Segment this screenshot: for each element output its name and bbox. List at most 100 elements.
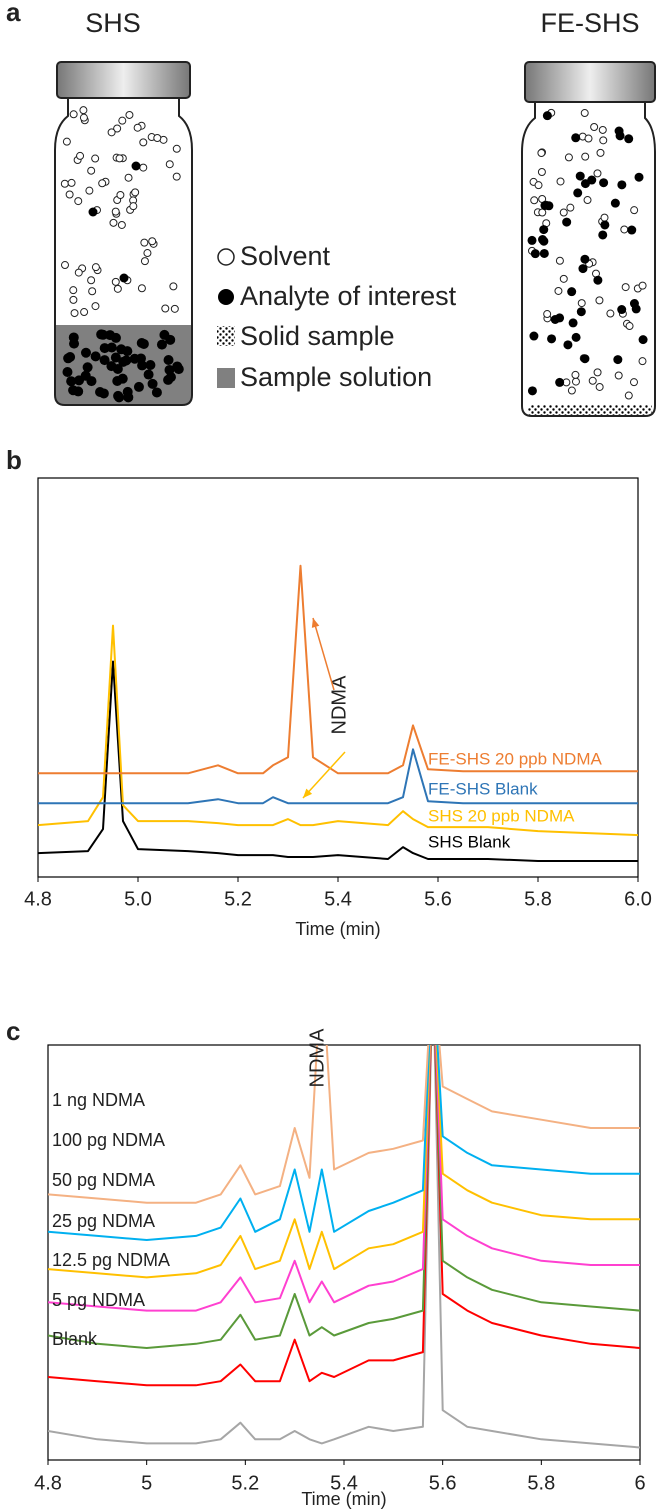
diagram: a SHS FE-SHS Solvent Analyte of interest… [6,0,656,417]
series-label: 12.5 pg NDMA [52,1250,170,1270]
solvent-molecule [596,148,605,157]
vial-title: FE-SHS [540,8,639,38]
analyte-molecule [164,364,175,375]
solvent-molecule [599,136,608,145]
solvent-molecule [538,208,547,217]
x-tick-label: 5 [141,1472,152,1494]
series-label: 100 pg NDMA [52,1130,165,1150]
solvent-molecule [91,302,100,311]
solvent-molecule [534,181,543,190]
solvent-molecule [85,186,94,195]
solvent-molecule [91,263,100,272]
solvent-molecule [116,191,125,200]
x-tick-label: 5.6 [429,1472,457,1494]
solvent-molecule [65,190,74,199]
solvent-molecule [571,370,580,379]
solvent-molecule [69,286,78,295]
x-tick-label: 5.2 [231,1472,259,1494]
solvent-molecule [143,249,152,258]
analyte-molecule [99,355,110,366]
solvent-molecule [559,208,568,217]
legend-label: Solid sample [240,321,395,351]
analyte-molecule [555,377,565,387]
x-tick-label: 5.6 [424,888,452,910]
analyte-molecule [129,353,140,364]
legend-label: Sample solution [240,362,432,392]
solvent-molecule [60,179,69,188]
analyte-molecule [95,386,106,397]
analyte-molecule [634,172,644,182]
analyte-molecule [599,178,609,188]
solvent-molecule [629,378,638,387]
series-label: SHS 20 ppb NDMA [428,806,575,825]
solvent-molecule [564,153,573,162]
solvent-molecule [593,169,602,178]
trace [38,564,638,775]
solvent-molecule [139,138,148,147]
solvent-molecule [571,377,580,386]
series-label: 1 ng NDMA [52,1090,145,1110]
analyte-molecule [112,363,123,374]
analyte-molecule [578,264,588,274]
vial-body [54,98,193,406]
analyte-molecule [143,369,154,380]
solvent-molecule [577,299,586,308]
legend-icon [217,326,235,346]
solvent-molecule [624,391,633,400]
analyte-molecule [555,313,565,323]
analyte-molecule [66,376,77,387]
series-label: FE-SHS 20 ppb NDMA [428,749,602,768]
annotation: NDMA [306,1028,328,1088]
panel-label: b [6,445,22,475]
solvent-molecule [111,207,120,216]
solvent-molecule [606,309,615,318]
vial-cap [524,61,656,103]
analyte-molecule [98,329,109,340]
solvent-molecule [165,160,174,169]
solvent-molecule [621,283,630,292]
solvent-molecule [567,386,576,395]
panel-label: c [6,1016,20,1046]
legend-label: Analyte of interest [240,281,457,311]
solvent-molecule [88,287,97,296]
analyte-molecule [530,249,540,259]
x-tick-label: 4.8 [34,1472,62,1494]
solvent-molecule [117,220,126,229]
analyte-molecule [587,175,597,185]
trace [38,660,638,862]
analyte-molecule [598,230,608,240]
solvent-molecule [124,173,133,182]
solvent-molecule [69,110,78,119]
solvent-molecule [87,276,96,285]
solvent-molecule [139,163,148,172]
analyte-molecule [529,331,539,341]
traces [38,564,638,862]
trace [38,748,638,805]
series-label: FE-SHS Blank [428,779,538,798]
analyte-molecule [538,235,548,245]
solvent-molecule [69,295,78,304]
analyte-molecule [86,376,97,387]
solvent-molecule [113,124,122,133]
solvent-molecule [74,268,83,277]
analyte-molecule [63,353,74,364]
series-label: 50 pg NDMA [52,1170,155,1190]
solvent-molecule [595,382,604,391]
arrow-head [303,788,313,798]
analyte-molecule [617,180,627,190]
solvent-molecule [129,202,138,211]
x-axis-title: Time (min) [301,1489,386,1509]
solvent-molecule [584,134,593,143]
analyte-molecule [624,134,634,144]
x-tick-label: 5.4 [324,888,352,910]
analyte-molecule [571,332,581,342]
analyte-molecule [147,378,158,389]
annotation-arrow [302,751,346,799]
trace [48,1045,640,1279]
analyte-molecule [145,359,156,370]
analyte-molecule [133,381,144,392]
solvent-molecule [107,128,116,137]
traces [48,1045,640,1449]
solvent-molecule [172,172,181,181]
